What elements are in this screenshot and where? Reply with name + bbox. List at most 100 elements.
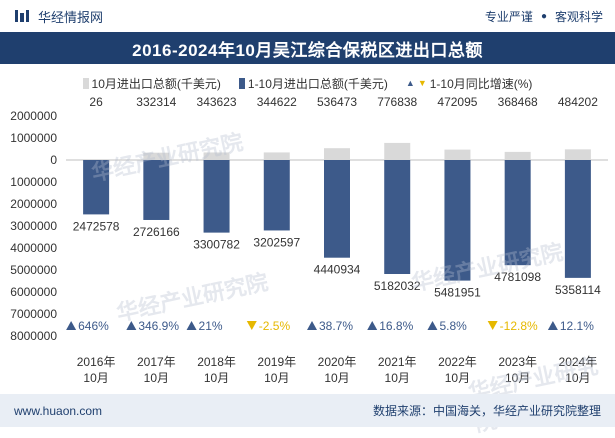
x-tick-label: 10月: [505, 371, 530, 385]
y-tick-label: 7000000: [10, 307, 57, 321]
brand-name: 华经情报网: [38, 9, 104, 25]
separator-dot-icon: ●: [540, 10, 547, 22]
bar-cumulative: [203, 160, 230, 233]
chart-title: 2016-2024年10月吴江综合保税区进出口总额: [0, 32, 615, 64]
legend-cumulative[interactable]: 1-10月进出口总额(千美元): [238, 75, 388, 92]
data-label-monthly: 344622: [257, 96, 297, 109]
legend-monthly-label: 10月进出口总额(千美元): [91, 76, 221, 91]
growth-up-marker: [186, 321, 197, 330]
x-tick-label: 10月: [565, 371, 590, 385]
data-label-growth: 12.1%: [560, 319, 594, 333]
bar-cumulative: [444, 160, 471, 281]
bar-monthly: [263, 152, 290, 160]
header-links: 专业严谨 ● 客观科学: [485, 8, 603, 25]
x-tick-label: 2018年: [197, 355, 236, 369]
legend-monthly[interactable]: 10月进出口总额(千美元): [82, 75, 221, 92]
data-label-growth: 646%: [78, 319, 109, 333]
y-tick-label: 6000000: [10, 285, 57, 299]
brand-logo-icon: [14, 8, 30, 24]
bar-monthly: [444, 149, 471, 160]
growth-down-marker: [487, 321, 498, 330]
brand[interactable]: 华经情报网: [14, 7, 103, 26]
chart-plot: 2000000 1000000 0 1000000 2000000 3000000 4000…: [10, 96, 608, 385]
chart-legend: 10月进出口总额(千美元) 1-10月进出口总额(千美元) ▲ ▼ 1-10月同…: [0, 74, 615, 92]
data-label-monthly: 26: [89, 96, 103, 109]
bar-cumulative: [564, 160, 591, 278]
x-tick-label: 2023年: [498, 355, 537, 369]
y-tick-label: 2000000: [10, 109, 57, 123]
data-label-monthly: 776838: [377, 96, 417, 109]
data-label-cumulative: 4781098: [494, 270, 541, 284]
data-label-growth: 5.8%: [439, 319, 467, 333]
y-tick-label: 1000000: [10, 175, 57, 189]
growth-down-marker: [246, 321, 257, 330]
bar-monthly: [203, 152, 230, 160]
data-label-cumulative: 2726166: [133, 225, 180, 239]
bar-monthly: [564, 149, 591, 160]
x-tick-label: 2016年: [77, 355, 116, 369]
bar-monthly: [384, 142, 411, 160]
y-tick-label: 5000000: [10, 263, 57, 277]
bar-monthly: [504, 151, 531, 160]
data-label-monthly: 332314: [136, 96, 176, 109]
x-tick-label: 2024年: [559, 355, 598, 369]
data-label-cumulative: 5481951: [434, 286, 481, 300]
x-tick-label: 10月: [204, 371, 229, 385]
header-link-professional[interactable]: 专业严谨: [484, 9, 533, 24]
x-tick-label: 2019年: [257, 355, 296, 369]
data-label-cumulative: 4440934: [314, 263, 361, 277]
growth-up-marker: [547, 321, 558, 330]
growth-up-marker: [126, 321, 137, 330]
legend-blue-swatch: [238, 77, 245, 89]
y-tick-label: 1000000: [10, 131, 57, 145]
x-tick-label: 10月: [445, 371, 470, 385]
legend-growth-label: 1-10月同比增速(%): [429, 76, 533, 91]
data-label-cumulative: 3300782: [193, 238, 240, 252]
x-tick-label: 2020年: [318, 355, 357, 369]
x-tick-label: 10月: [385, 371, 410, 385]
data-label-growth: 38.7%: [319, 319, 353, 333]
x-tick-label: 2017年: [137, 355, 176, 369]
data-label-growth: 16.8%: [379, 319, 413, 333]
header-link-objective[interactable]: 客观科学: [554, 9, 603, 24]
data-label-monthly: 484202: [558, 96, 598, 109]
bar-cumulative: [384, 160, 411, 275]
data-label-cumulative: 3202597: [253, 235, 300, 249]
data-label-cumulative: 2472578: [73, 219, 120, 233]
data-label-monthly: 536473: [317, 96, 357, 109]
data-label-monthly: 472095: [437, 96, 477, 109]
x-tick-label: 2021年: [378, 355, 417, 369]
data-label-growth: 21%: [199, 319, 223, 333]
bar-cumulative: [263, 160, 290, 231]
footer: www.huaon.com 数据来源：中国海关，华经产业研究院整理: [0, 394, 615, 427]
y-tick-label: 0: [50, 153, 57, 167]
x-tick-label: 10月: [324, 371, 349, 385]
data-label-cumulative: 5358114: [555, 283, 601, 297]
y-tick-label: 3000000: [10, 219, 57, 233]
footer-website[interactable]: www.huaon.com: [14, 403, 103, 418]
x-tick-label: 2022年: [438, 355, 477, 369]
legend-gray-swatch: [82, 77, 89, 89]
legend-up-triangle-icon: ▲: [405, 78, 415, 88]
data-label-growth: 346.9%: [138, 319, 179, 333]
data-label-monthly: 343623: [197, 96, 237, 109]
legend-down-triangle-icon: ▼: [417, 78, 427, 88]
data-label-growth: -2.5%: [259, 319, 291, 333]
bar-cumulative: [143, 160, 170, 220]
bar-monthly: [143, 152, 170, 160]
bar-cumulative: [324, 160, 350, 258]
bar-monthly: [324, 148, 350, 160]
growth-up-marker: [367, 321, 378, 330]
footer-source: 数据来源：中国海关，华经产业研究院整理: [372, 404, 601, 418]
x-tick-label: 10月: [83, 371, 108, 385]
data-label-cumulative: 5182032: [374, 279, 421, 293]
y-tick-label: 4000000: [10, 241, 57, 255]
legend-growth[interactable]: ▲ ▼ 1-10月同比增速(%): [406, 75, 533, 92]
bar-cumulative: [83, 160, 110, 215]
x-tick-label: 10月: [144, 371, 169, 385]
growth-up-marker: [66, 321, 77, 330]
y-tick-label: 8000000: [10, 329, 57, 343]
growth-up-marker: [307, 321, 317, 330]
growth-up-marker: [427, 321, 438, 330]
y-tick-label: 2000000: [10, 197, 57, 211]
